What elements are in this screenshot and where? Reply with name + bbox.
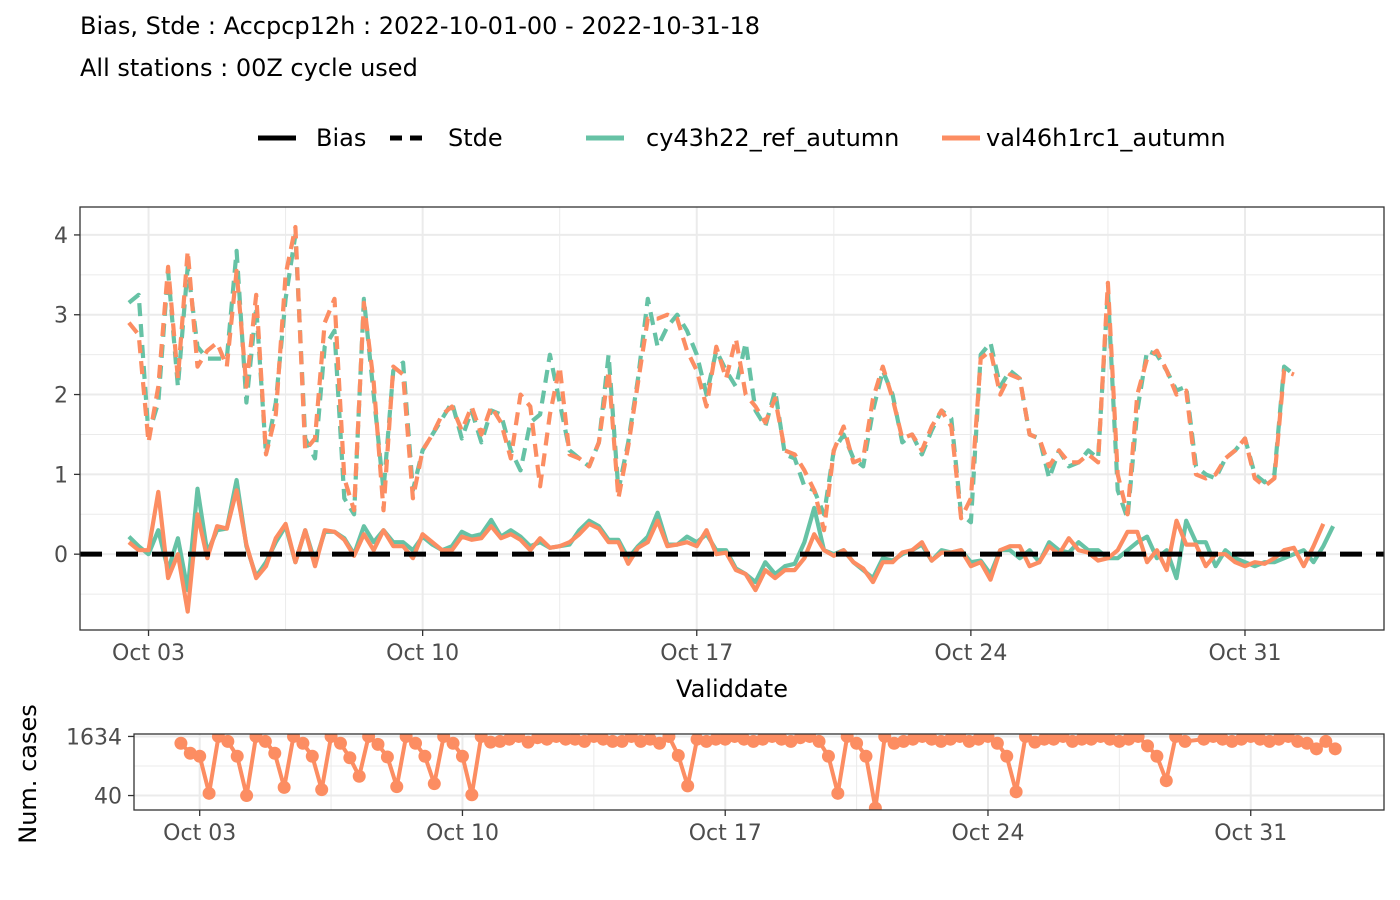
plot-area (174, 734, 1342, 810)
count-y-axis-title: Num. cases (14, 704, 42, 843)
count-point (1178, 734, 1192, 748)
count-point (230, 749, 244, 763)
count-point (193, 749, 207, 763)
main-plot-panel: Oct 03 Oct 10 Oct 17 Oct 24 Oct 31 0 1 2 3 4 (54, 206, 1385, 666)
x-tick-label: Oct 17 (660, 641, 733, 666)
count-point (380, 750, 394, 764)
count-point (1000, 749, 1014, 763)
count-point (1319, 734, 1333, 748)
count-point (409, 736, 423, 750)
x-tick-label: Oct 03 (163, 821, 236, 846)
count-point (850, 736, 864, 750)
count-point (812, 734, 826, 748)
x-tick-label: Oct 17 (689, 821, 762, 846)
count-point (671, 749, 685, 763)
count-point (859, 749, 873, 763)
stde-line-series-1 (127, 224, 1295, 533)
count-point (831, 786, 845, 800)
count-point (446, 736, 460, 750)
count-point (333, 736, 347, 750)
count-point (606, 734, 620, 748)
count-plot-panel: Oct 03 Oct 10 Oct 17 Oct 24 Oct 31 40 1634 (66, 725, 1385, 846)
count-point (821, 749, 835, 763)
count-point (653, 736, 667, 750)
legend-label-stde: Stde (448, 124, 503, 152)
count-point (240, 789, 254, 803)
panel-border (79, 206, 1385, 631)
count-point (1159, 774, 1173, 788)
x-tick-label: Oct 10 (426, 821, 499, 846)
chart-subtitle: All stations : 00Z cycle used (80, 54, 418, 82)
count-point (709, 734, 723, 746)
x-tick-label: Oct 03 (112, 641, 185, 666)
plot-area (80, 224, 1384, 614)
panel-background (134, 734, 1384, 810)
count-point (371, 737, 385, 751)
count-point (362, 734, 376, 743)
count-point (268, 746, 282, 760)
x-tick-label: Oct 31 (1208, 641, 1281, 666)
count-point (1131, 734, 1145, 743)
count-point (277, 780, 291, 794)
x-tick-label: Oct 10 (386, 641, 459, 666)
count-point (437, 734, 451, 743)
count-point (1328, 742, 1342, 756)
count-point (1075, 734, 1089, 746)
count-point (390, 780, 404, 794)
count-point (221, 734, 235, 748)
count-point (1141, 739, 1155, 753)
count-point (981, 734, 995, 743)
y-tick-label: 1634 (66, 725, 122, 750)
legend-label-bias: Bias (316, 124, 366, 152)
legend-label-series-1: val46h1rc1_autumn (986, 124, 1226, 152)
count-point (315, 783, 329, 797)
count-point (1037, 734, 1051, 746)
count-point (202, 786, 216, 800)
chart-title: Bias, Stde : Accpcp12h : 2022-10-01-00 -… (80, 12, 760, 40)
count-point (296, 736, 310, 750)
panel-border (133, 733, 1385, 811)
count-point (427, 777, 441, 791)
count-point (465, 788, 479, 802)
count-point (1009, 785, 1023, 799)
count-point (174, 736, 188, 750)
y-tick-label: 0 (54, 543, 68, 568)
count-point (258, 734, 272, 748)
count-point (1300, 736, 1314, 750)
x-tick-label: Oct 31 (1214, 821, 1287, 846)
y-tick-label: 1 (54, 463, 68, 488)
y-tick-label: 2 (54, 384, 68, 409)
count-point (324, 734, 338, 743)
count-point (868, 801, 882, 810)
count-point (662, 734, 676, 743)
x-tick-label: Oct 24 (934, 641, 1007, 666)
y-tick-label: 4 (54, 224, 68, 249)
count-point (878, 734, 892, 743)
count-point (1150, 749, 1164, 763)
count-point (455, 749, 469, 763)
count-point (418, 749, 432, 763)
count-point (305, 749, 319, 763)
count-point (531, 734, 545, 745)
bias-line-series-1 (127, 488, 1326, 614)
count-point (343, 751, 357, 765)
count-point (1309, 742, 1323, 756)
legend: Bias Stde cy43h22_ref_autumn val46h1rc1_… (258, 124, 1226, 152)
count-point (287, 734, 301, 743)
count-point (681, 779, 695, 793)
count-point (990, 736, 1004, 750)
x-axis-title: Validdate (676, 675, 788, 703)
count-point (352, 769, 366, 783)
y-tick-label: 3 (54, 304, 68, 329)
y-tick-label: 40 (94, 785, 122, 810)
count-point (399, 734, 413, 743)
legend-label-series-0: cy43h22_ref_autumn (646, 124, 899, 152)
count-point (840, 734, 854, 743)
count-point (484, 735, 498, 749)
count-point (559, 734, 573, 746)
x-tick-label: Oct 24 (951, 821, 1024, 846)
